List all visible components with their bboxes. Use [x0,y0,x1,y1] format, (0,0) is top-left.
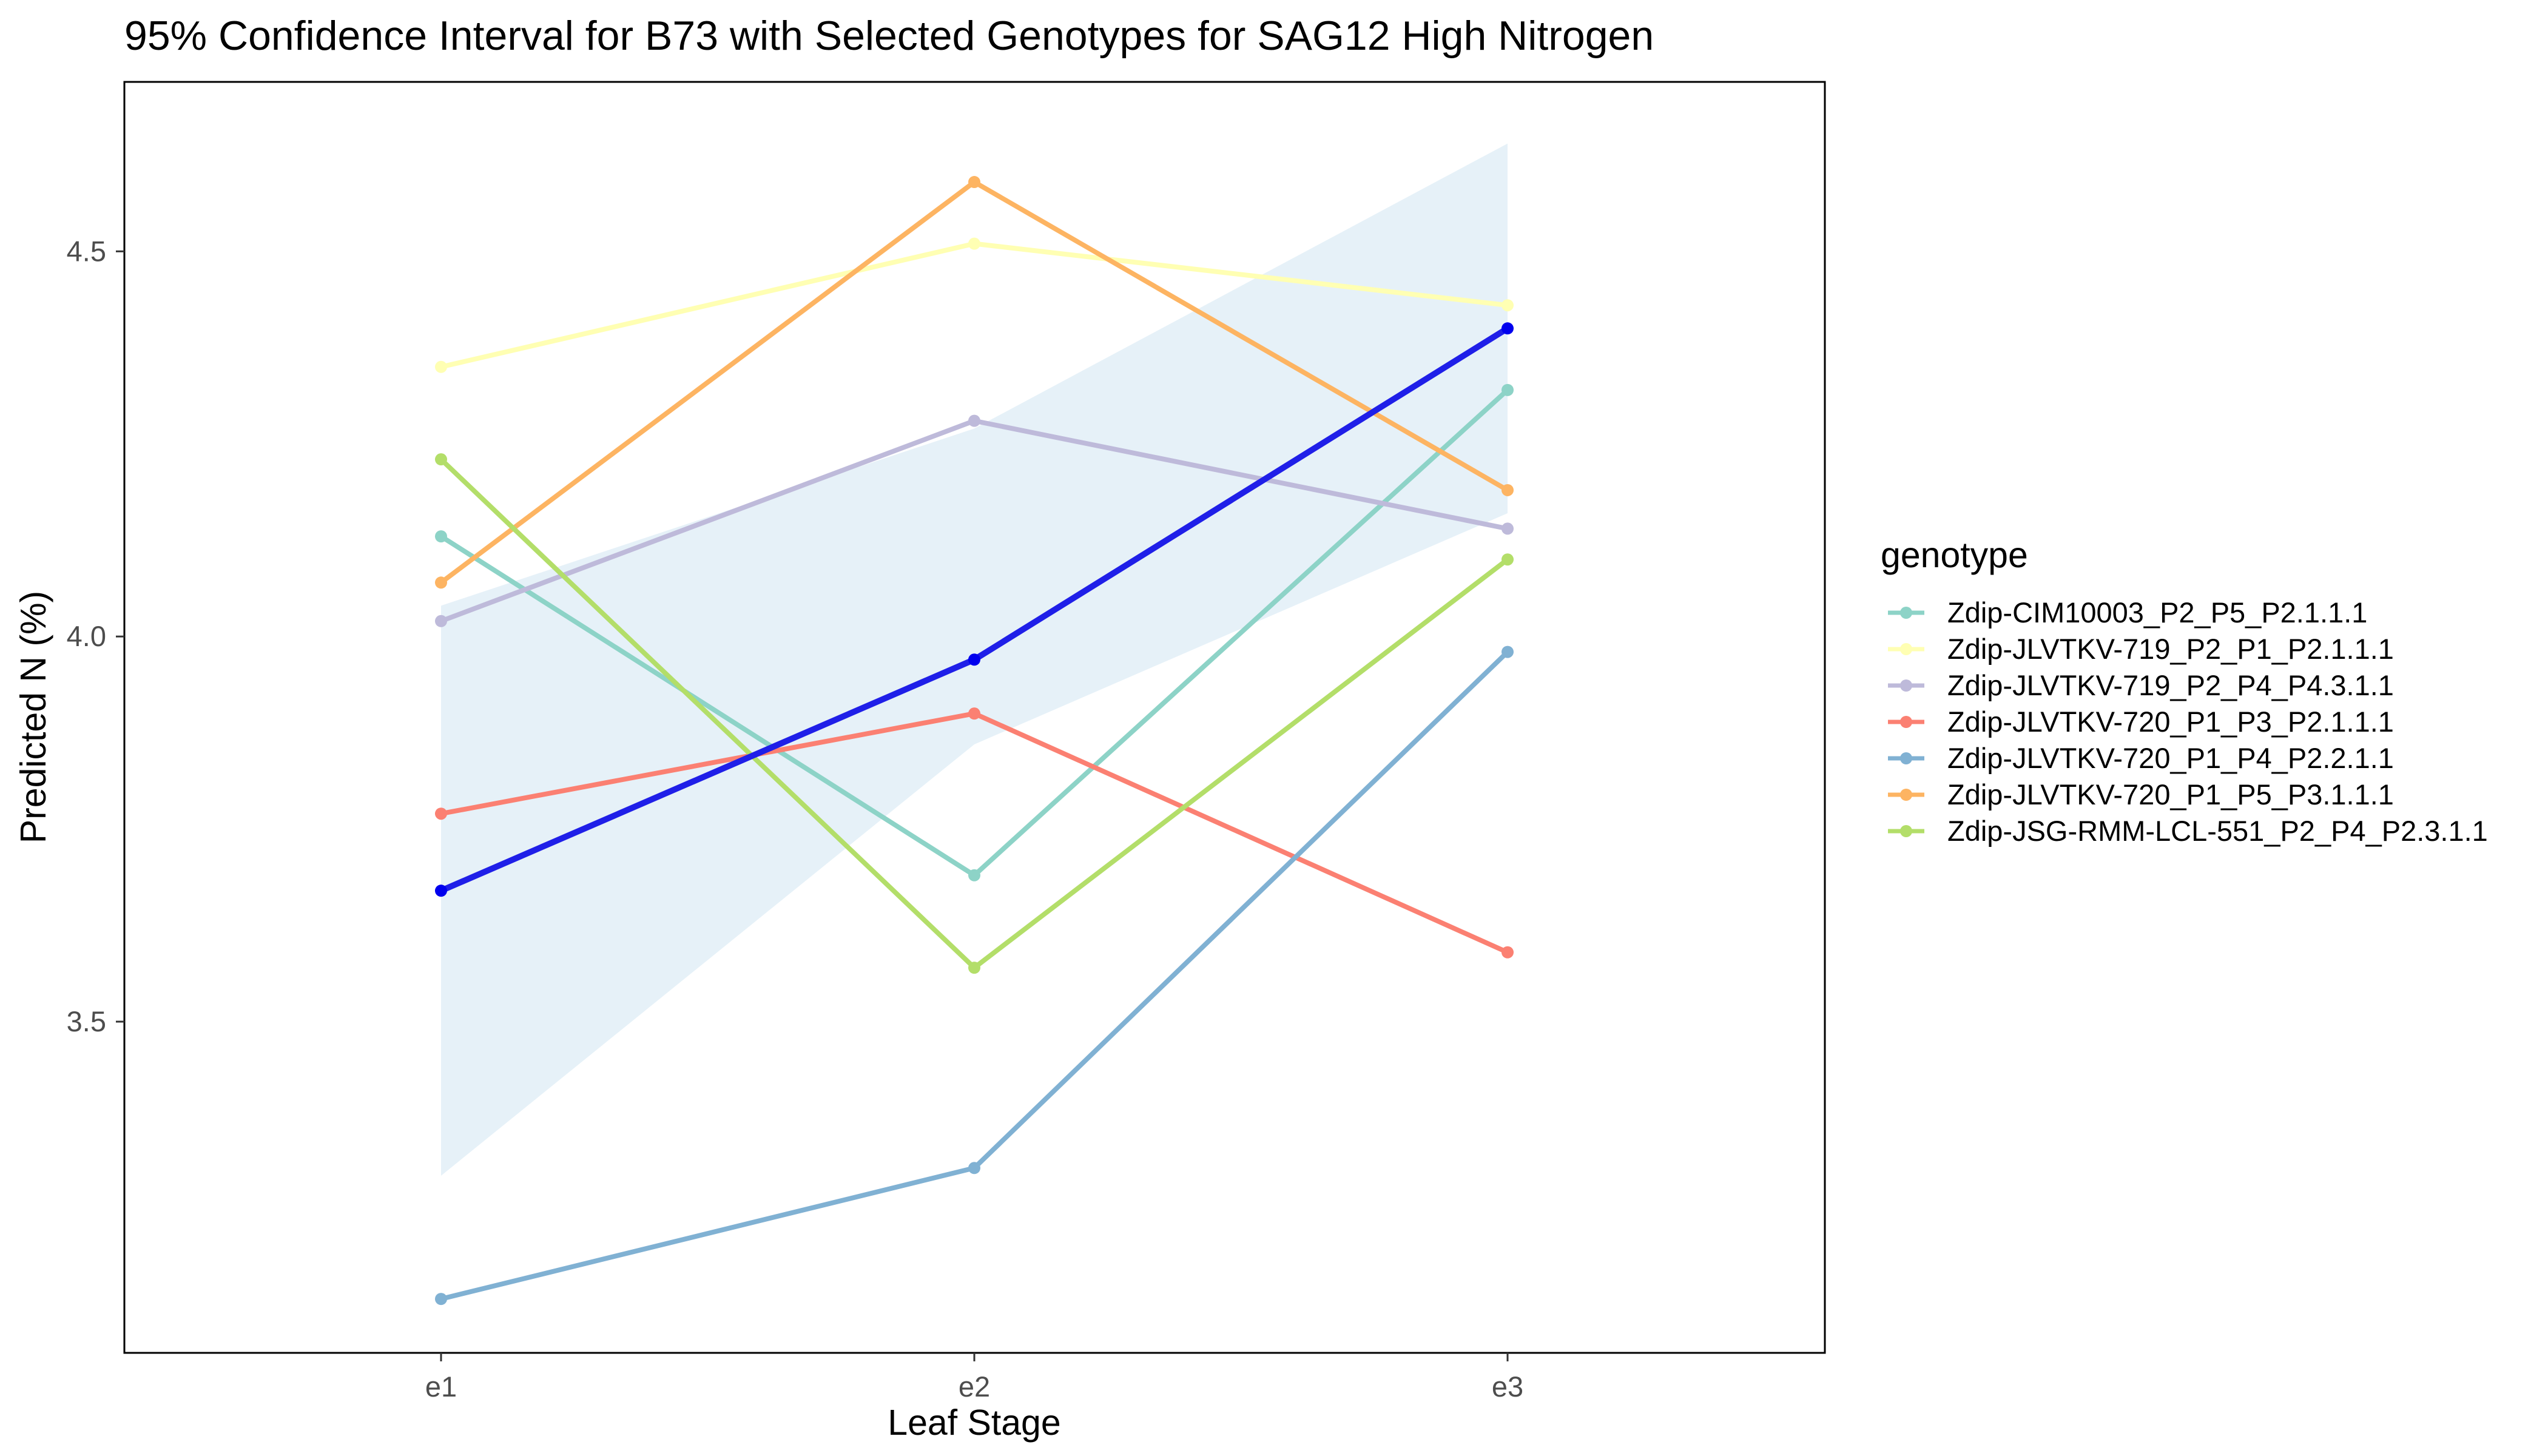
genotype-1-point [435,530,447,543]
legend-key-point [1900,716,1912,728]
y-axis-ticks: 3.5 4.0 4.5 [67,235,124,1037]
y-tick-label: 3.5 [67,1005,106,1037]
genotype-1-point [968,869,980,881]
legend-label: Zdip-JLVTKV-720_P1_P3_P2.1.1.1 [1947,706,2394,738]
legend-label: Zdip-CIM10003_P2_P5_P2.1.1.1 [1947,596,2367,629]
genotype-6-point [435,576,447,589]
legend-item: Zdip-JLVTKV-719_P2_P1_P2.1.1.1 [1888,633,2394,665]
genotype-4-series [435,707,1514,959]
x-axis-title: Leaf Stage [888,1403,1060,1443]
x-axis-ticks: e1 e2 e3 [425,1353,1523,1403]
genotype-5-series [435,645,1514,1306]
legend-item: Zdip-JLVTKV-720_P1_P4_P2.2.1.1 [1888,742,2394,774]
genotype-3-point [435,615,447,627]
chart-title: 95% Confidence Interval for B73 with Sel… [124,13,1654,59]
y-tick-label: 4.5 [67,235,106,267]
legend: genotype Zdip-CIM10003_P2_P5_P2.1.1.1 Zdi… [1881,535,2488,847]
legend-key-point [1900,643,1912,655]
genotype-6-point [968,176,980,189]
legend-label: Zdip-JLVTKV-720_P1_P4_P2.2.1.1 [1947,742,2394,774]
genotype-2-point [968,237,980,250]
x-tick-label: e2 [959,1370,990,1403]
legend-key-point [1900,752,1912,764]
genotype-6-series [435,176,1514,589]
legend-item: Zdip-JSG-RMM-LCL-551_P2_P4_P2.3.1.1 [1888,815,2488,847]
genotype-3-series [435,414,1514,627]
legend-item: Zdip-JLVTKV-720_P1_P5_P3.1.1.1 [1888,778,2394,811]
legend-key-point [1900,825,1912,837]
legend-label: Zdip-JLVTKV-720_P1_P5_P3.1.1.1 [1947,778,2394,811]
genotype-7-point [435,453,447,466]
legend-key-point [1900,789,1912,801]
x-tick-label: e1 [425,1370,457,1403]
legend-item: Zdip-CIM10003_P2_P5_P2.1.1.1 [1888,596,2367,629]
genotype-4-point [968,707,980,720]
genotype-7-series [435,453,1514,974]
legend-item: Zdip-JLVTKV-719_P2_P4_P4.3.1.1 [1888,669,2394,701]
genotype-2-point [435,360,447,373]
plot-area [435,143,1514,1306]
y-axis-title: Predicted N (%) [13,591,53,843]
reference-series [435,322,1514,897]
genotype-4-point [1502,946,1514,959]
genotype-7-point [1502,553,1514,566]
genotype-5-point [1502,645,1514,658]
genotype-2-point [1502,299,1514,312]
legend-key-point [1900,679,1912,692]
legend-key-point [1900,607,1912,619]
genotype-3-point [968,414,980,427]
genotype-5-point [435,1293,447,1306]
reference-point [968,653,980,666]
reference-point [1502,322,1514,335]
legend-title: genotype [1881,535,2028,575]
legend-label: Zdip-JSG-RMM-LCL-551_P2_P4_P2.3.1.1 [1947,815,2488,847]
genotype-5-point [968,1162,980,1175]
legend-label: Zdip-JLVTKV-719_P2_P4_P4.3.1.1 [1947,669,2394,701]
genotype-7-point [968,962,980,974]
x-tick-label: e3 [1492,1370,1523,1403]
genotype-3-point [1502,522,1514,535]
reference-point [435,885,447,897]
y-tick-label: 4.0 [67,620,106,652]
genotype-1-series [435,383,1514,881]
legend-item: Zdip-JLVTKV-720_P1_P3_P2.1.1.1 [1888,706,2394,738]
genotype-6-point [1502,484,1514,496]
legend-label: Zdip-JLVTKV-719_P2_P1_P2.1.1.1 [1947,633,2394,665]
genotype-1-point [1502,383,1514,396]
genotype-2-series [435,237,1514,373]
genotype-4-point [435,807,447,820]
